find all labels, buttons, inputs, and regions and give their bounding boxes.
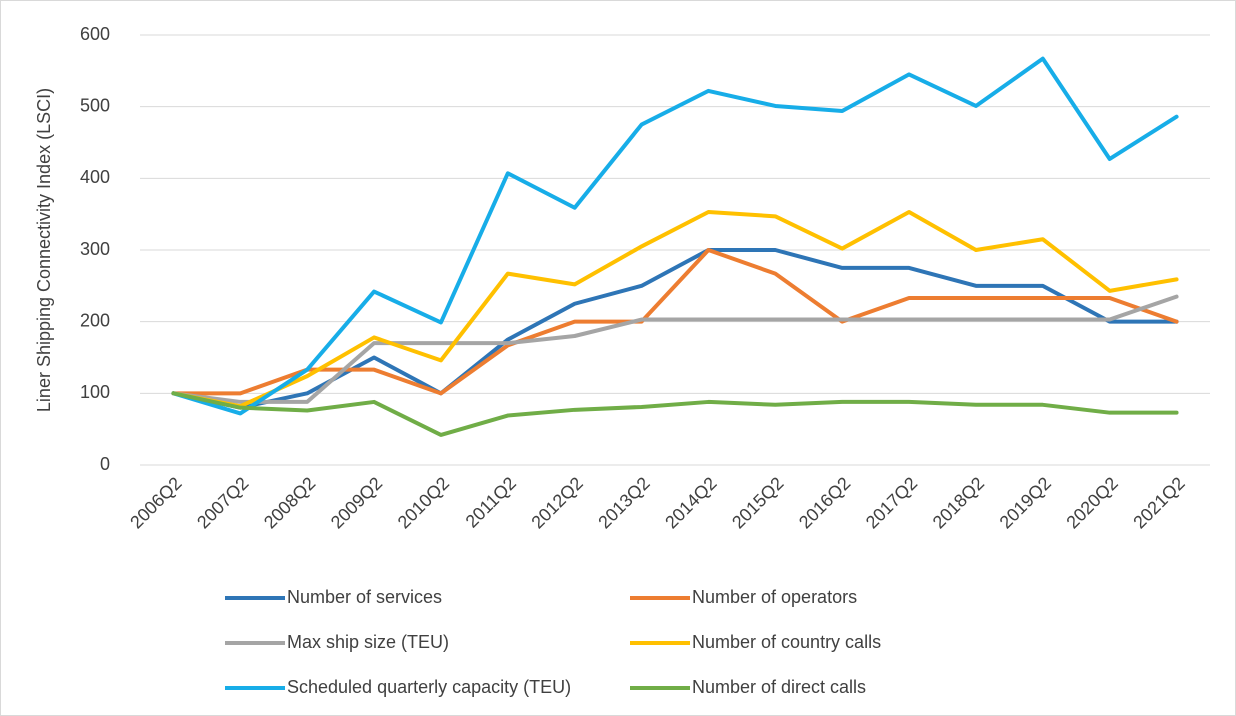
- legend-label: Scheduled quarterly capacity (TEU): [287, 677, 571, 697]
- legend-label: Number of direct calls: [692, 677, 866, 697]
- legend-label: Number of country calls: [692, 632, 881, 652]
- y-tick-label: 300: [80, 239, 110, 259]
- series-line: [171, 248, 1179, 410]
- y-tick-label: 0: [100, 454, 110, 474]
- series-line: [171, 294, 1179, 404]
- y-tick-label: 400: [80, 167, 110, 187]
- series-line: [171, 248, 1179, 396]
- y-tick-label: 100: [80, 382, 110, 402]
- y-tick-label: 200: [80, 310, 110, 330]
- y-axis-label: Liner Shipping Connectivity Index (LSCI): [34, 88, 54, 412]
- legend-label: Number of services: [287, 587, 442, 607]
- series-line: [171, 391, 1179, 437]
- y-tick-label: 600: [80, 24, 110, 44]
- y-tick-label: 500: [80, 95, 110, 115]
- legend-label: Number of operators: [692, 587, 857, 607]
- series-line: [171, 210, 1179, 409]
- series-line: [171, 56, 1179, 416]
- legend-label: Max ship size (TEU): [287, 632, 449, 652]
